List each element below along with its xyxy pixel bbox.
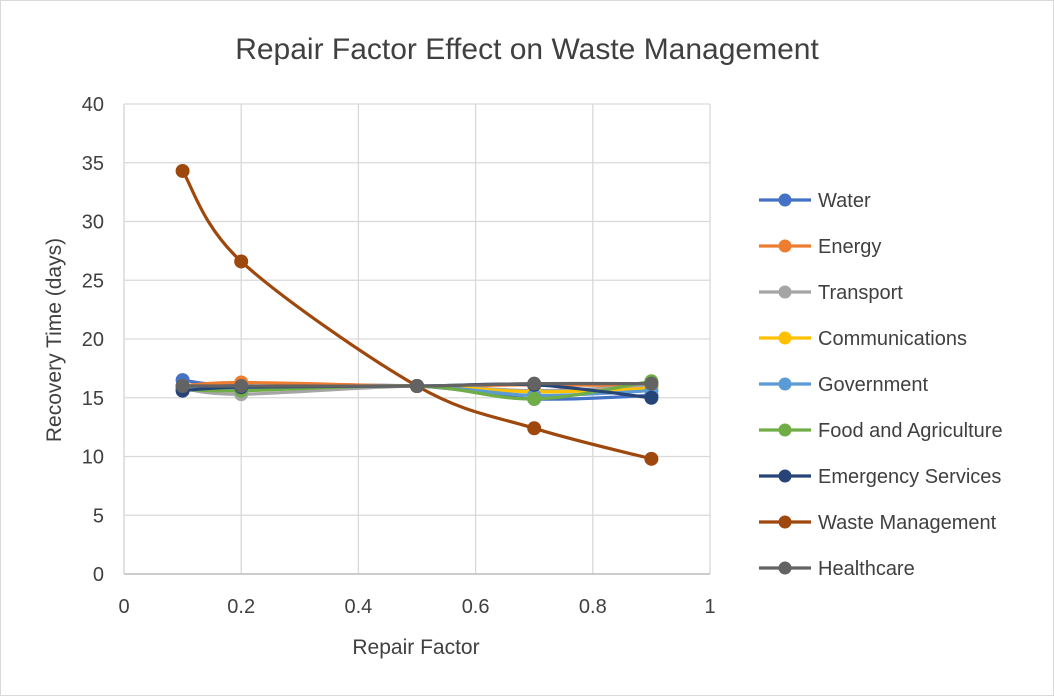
data-point-healthcare	[644, 376, 659, 391]
y-axis-title: Recovery Time (days)	[43, 238, 66, 442]
series-group	[175, 163, 659, 466]
legend-marker	[778, 377, 792, 391]
y-tick-label: 35	[82, 153, 104, 175]
y-tick-label: 25	[82, 270, 104, 292]
legend-item-water: Water	[759, 190, 871, 212]
axes	[123, 104, 710, 575]
legend-label: Government	[818, 374, 928, 396]
legend-marker	[778, 515, 792, 529]
data-point-emergency-services	[644, 390, 659, 405]
data-point-waste-management	[175, 163, 190, 178]
legend-marker	[778, 239, 792, 253]
legend-item-emergency-services: Emergency Services	[759, 466, 1001, 488]
data-point-food-and-agriculture	[527, 391, 542, 406]
legend-item-government: Government	[759, 374, 928, 396]
legend-label: Waste Management	[818, 512, 997, 534]
x-tick-label: 0.2	[227, 596, 255, 618]
legend: Water Energy Transport Communications Govern…	[759, 190, 1003, 580]
legend-item-communications: Communications	[759, 328, 967, 350]
data-point-waste-management	[234, 254, 249, 269]
data-point-waste-management	[644, 451, 659, 466]
legend-item-waste-management: Waste Management	[759, 512, 997, 534]
x-tick-label: 0	[118, 596, 129, 618]
x-tick-label: 0.6	[462, 596, 490, 618]
y-tick-label: 15	[82, 388, 104, 410]
legend-label: Emergency Services	[818, 466, 1001, 488]
x-tick-label: 0.4	[344, 596, 372, 618]
legend-item-food-and-agriculture: Food and Agriculture	[759, 420, 1003, 442]
legend-marker	[778, 285, 792, 299]
legend-item-energy: Energy	[759, 236, 881, 258]
legend-item-transport: Transport	[759, 282, 903, 304]
legend-marker	[778, 423, 792, 437]
data-point-healthcare	[527, 376, 542, 391]
legend-marker	[778, 193, 792, 207]
x-tick-label: 1	[704, 596, 715, 618]
series-line-waste-management	[181, 170, 652, 461]
legend-label: Food and Agriculture	[818, 420, 1003, 442]
legend-marker	[778, 331, 792, 345]
chart-title: Repair Factor Effect on Waste Management	[235, 33, 819, 66]
x-tick-label: 0.8	[579, 596, 607, 618]
tick-labels: 0 5 10 15 20 25 30 35 40 0 0.2 0.4 0.6 0.8 1	[82, 94, 716, 618]
data-point-healthcare	[175, 379, 190, 393]
y-tick-label: 30	[82, 212, 104, 234]
y-tick-label: 0	[93, 564, 104, 586]
legend-label: Communications	[818, 328, 967, 350]
legend-label: Energy	[818, 236, 881, 258]
legend-label: Transport	[818, 282, 903, 304]
data-point-waste-management	[527, 421, 542, 436]
y-tick-label: 5	[93, 505, 104, 527]
legend-marker	[778, 469, 792, 483]
legend-item-healthcare: Healthcare	[759, 558, 915, 580]
x-axis-title: Repair Factor	[352, 636, 479, 659]
y-tick-label: 10	[82, 447, 104, 469]
series-healthcare	[175, 376, 659, 393]
legend-marker	[778, 561, 792, 575]
gridlines	[123, 103, 711, 575]
data-point-healthcare	[234, 379, 249, 393]
legend-label: Healthcare	[818, 558, 915, 580]
y-tick-label: 20	[82, 329, 104, 351]
y-tick-label: 40	[82, 94, 104, 116]
data-point-healthcare	[410, 379, 424, 393]
series-waste-management	[175, 163, 659, 466]
legend-label: Water	[818, 190, 871, 212]
